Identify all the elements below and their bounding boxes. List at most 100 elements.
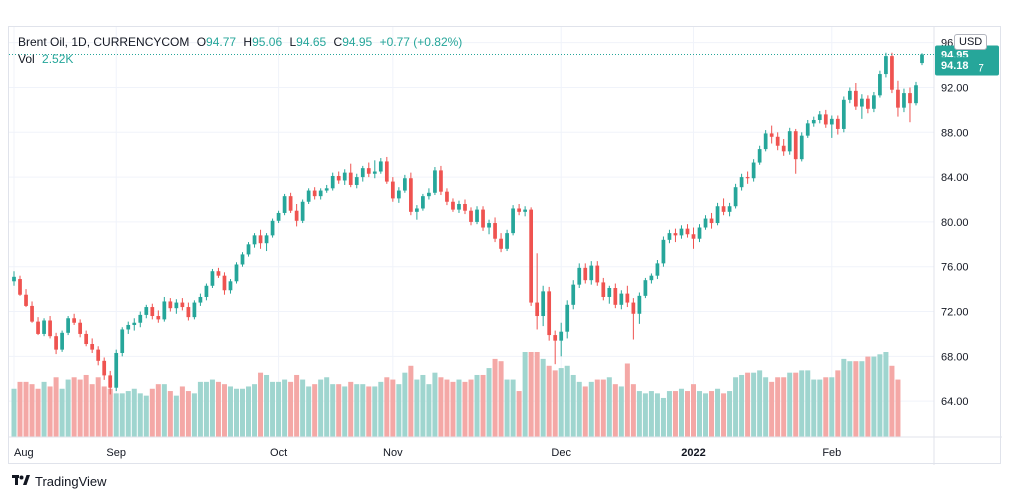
candle-body bbox=[577, 267, 582, 285]
candle-body bbox=[427, 192, 431, 197]
candle-body bbox=[787, 131, 792, 152]
high-value: 95.06 bbox=[252, 35, 283, 49]
volume-bar bbox=[294, 374, 300, 437]
candle bbox=[847, 87, 852, 104]
candle bbox=[252, 233, 257, 248]
volume-bar bbox=[131, 388, 137, 437]
candle bbox=[583, 263, 588, 284]
volume-bar bbox=[480, 374, 486, 437]
candle bbox=[481, 206, 485, 231]
candle bbox=[505, 229, 509, 252]
candle-body bbox=[90, 344, 95, 350]
volume-bar bbox=[95, 377, 101, 437]
candle-body bbox=[739, 177, 744, 188]
open-value: 94.77 bbox=[206, 35, 237, 49]
candle-body bbox=[144, 307, 149, 315]
candle bbox=[228, 279, 233, 294]
volume-bar bbox=[715, 388, 721, 437]
volume-bar bbox=[558, 368, 564, 437]
volume-bar bbox=[504, 379, 510, 437]
volume-bar bbox=[53, 377, 59, 437]
volume-bar bbox=[684, 391, 690, 437]
candle bbox=[180, 298, 185, 311]
candle-body bbox=[493, 223, 497, 239]
volume-bar bbox=[612, 384, 618, 437]
candle bbox=[384, 156, 389, 184]
candle bbox=[234, 262, 239, 284]
volume-bar bbox=[396, 384, 402, 437]
volume-bar bbox=[883, 352, 889, 437]
volume-bar bbox=[642, 393, 648, 437]
candle bbox=[860, 94, 864, 119]
volume-bar bbox=[119, 393, 125, 437]
candle-body bbox=[216, 271, 221, 276]
candle-body bbox=[318, 190, 323, 197]
x-tick-label: Dec bbox=[551, 447, 571, 459]
candle-body bbox=[643, 280, 648, 296]
candle bbox=[138, 311, 143, 328]
y-tick-label: 76.00 bbox=[941, 262, 969, 274]
candle bbox=[469, 207, 473, 226]
currency-button[interactable]: USD bbox=[954, 34, 988, 50]
candle-body bbox=[529, 209, 534, 303]
volume-bar bbox=[600, 379, 606, 437]
chart-panel[interactable]: 96.0092.0088.0084.0080.0076.0072.0068.00… bbox=[8, 26, 1002, 465]
volume-bar bbox=[143, 395, 149, 437]
volume-bar bbox=[877, 354, 883, 437]
volume-bar bbox=[733, 377, 739, 437]
volume-bar bbox=[690, 384, 697, 437]
volume-bar bbox=[336, 384, 342, 437]
candle-body bbox=[222, 275, 227, 291]
close-label: C bbox=[333, 35, 343, 49]
candle bbox=[751, 159, 756, 182]
x-tick-label: Aug bbox=[14, 447, 34, 459]
candle-body bbox=[619, 293, 624, 305]
volume-bar bbox=[197, 381, 203, 437]
volume-bar bbox=[438, 377, 444, 437]
candle bbox=[78, 319, 83, 338]
volume-bar bbox=[318, 379, 324, 437]
candle-body bbox=[541, 291, 546, 317]
candle bbox=[18, 275, 22, 296]
candle-body bbox=[637, 295, 642, 314]
candle-body bbox=[860, 98, 864, 107]
candle bbox=[697, 224, 702, 243]
candle bbox=[264, 233, 269, 252]
candle-body bbox=[66, 318, 70, 333]
close-value: 94.95 bbox=[342, 35, 373, 49]
candle-body bbox=[433, 170, 437, 193]
volume-bar bbox=[330, 384, 336, 437]
candle-body bbox=[12, 276, 16, 282]
volume-bar bbox=[414, 379, 420, 437]
candle-body bbox=[138, 314, 143, 323]
candle bbox=[571, 280, 576, 310]
candle bbox=[60, 330, 64, 352]
volume-bar bbox=[817, 379, 823, 437]
candle-body bbox=[721, 206, 726, 212]
footer[interactable]: TradingView bbox=[12, 474, 107, 489]
volume-bar bbox=[173, 395, 179, 437]
volume-bar bbox=[697, 391, 703, 437]
volume-bar bbox=[252, 384, 258, 437]
candle-body bbox=[631, 302, 636, 314]
candle bbox=[300, 199, 305, 224]
candle bbox=[559, 322, 564, 357]
volume-bar bbox=[324, 377, 330, 437]
volume-bar bbox=[468, 379, 474, 437]
candle bbox=[372, 160, 377, 179]
volume-bar bbox=[179, 386, 185, 437]
volume-bar bbox=[594, 379, 600, 437]
y-tick-label: 72.00 bbox=[941, 307, 969, 319]
price-chart-svg[interactable]: 96.0092.0088.0084.0080.0076.0072.0068.00… bbox=[9, 27, 1002, 465]
volume-bar bbox=[582, 386, 588, 437]
candle-body bbox=[234, 264, 239, 282]
volume-bar bbox=[264, 374, 270, 437]
candle bbox=[108, 370, 113, 395]
candle bbox=[222, 272, 227, 295]
candle-body bbox=[342, 172, 347, 181]
volume-bar bbox=[660, 397, 666, 437]
volume-bar bbox=[841, 358, 847, 437]
candle-body bbox=[312, 190, 317, 197]
candle-body bbox=[601, 282, 606, 297]
axes-layer: 96.0092.0088.0084.0080.0076.0072.0068.00… bbox=[9, 27, 1002, 465]
